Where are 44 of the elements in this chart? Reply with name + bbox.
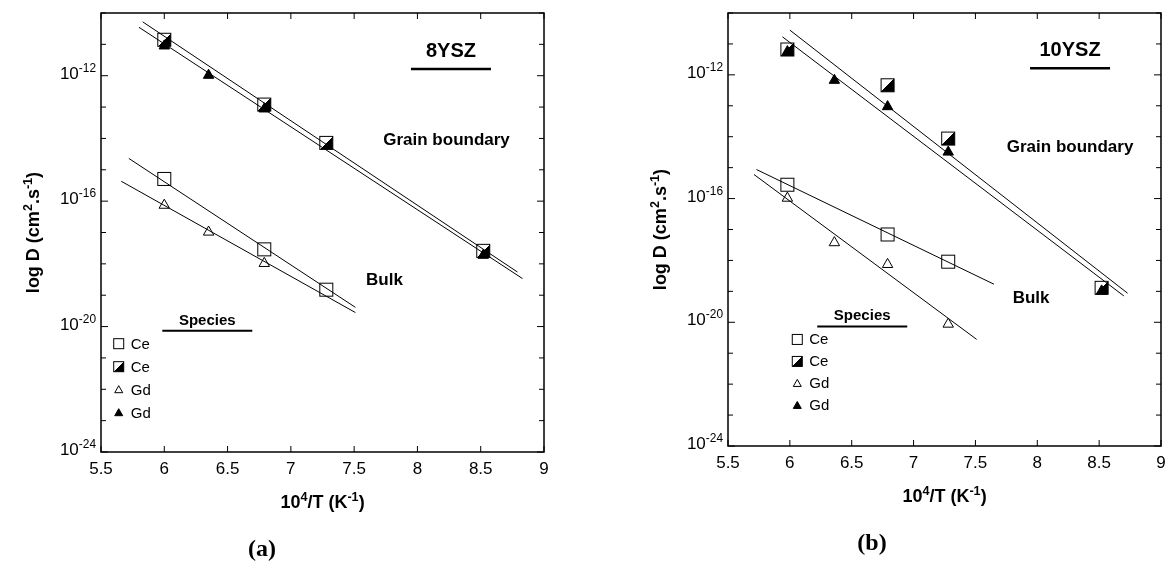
x-tick-label: 6.5 — [839, 453, 864, 472]
x-tick-label: 6 — [785, 453, 795, 472]
legend-title: Species — [833, 306, 891, 324]
legend-label: Gd — [130, 403, 151, 421]
annotation: Bulk — [366, 270, 404, 290]
x-tick-label: 8.5 — [1087, 453, 1111, 472]
x-tick-label: 6 — [159, 459, 170, 478]
x-tick-label: 5.5 — [89, 459, 113, 478]
legend-label: Ce — [809, 352, 829, 370]
text: (a) — [248, 535, 276, 561]
legend-label: Gd — [809, 374, 830, 392]
x-tick-label: 8 — [1032, 453, 1043, 472]
x-tick-label: 7 — [286, 459, 296, 478]
x-tick-label: 7.5 — [342, 459, 366, 478]
y-tick-label: 10$^{-20}$ — [686, 307, 724, 330]
legend-title: Species — [178, 310, 236, 328]
annotation: Grain boundary — [383, 129, 511, 149]
y-tick-label: 10$^{-16}$ — [59, 186, 97, 209]
legend-label: Ce — [130, 357, 150, 375]
annotation: Grain boundary — [1006, 136, 1134, 156]
y-tick-label: 10$^{-20}$ — [59, 311, 97, 334]
legend-label: Ce — [809, 330, 829, 348]
x-tick-label: 6.5 — [215, 459, 240, 478]
y-tick-label: 10$^{-16}$ — [686, 183, 724, 206]
x-tick-label: 9 — [539, 459, 549, 478]
x-tick-label: 8.5 — [468, 459, 493, 478]
x-axis-title: 10$^{4}$/T (K$^{-1}$) — [280, 490, 365, 512]
annotation: 8YSZ — [425, 38, 476, 61]
x-axis-title: 10$^{4}$/T (K$^{-1}$) — [902, 484, 987, 506]
y-tick-label: 10$^{-24}$ — [59, 437, 97, 459]
x-tick-label: 5.5 — [716, 453, 740, 472]
y-tick-label: 10$^{-12}$ — [686, 59, 724, 82]
y-tick-label: 10$^{-12}$ — [59, 60, 97, 83]
x-tick-label: 7.5 — [963, 453, 988, 472]
legend-label: Gd — [809, 396, 830, 414]
annotation: 10YSZ — [1039, 38, 1101, 61]
annotation: Bulk — [1012, 288, 1051, 308]
x-tick-label: 8 — [412, 459, 423, 478]
x-tick-label: 7 — [908, 453, 919, 472]
y-tick-label: 10$^{-24}$ — [686, 431, 724, 453]
x-tick-label: 9 — [1156, 453, 1166, 472]
text: (b) — [857, 529, 887, 555]
legend-label: Ce — [130, 334, 150, 352]
legend-label: Gd — [130, 380, 151, 398]
